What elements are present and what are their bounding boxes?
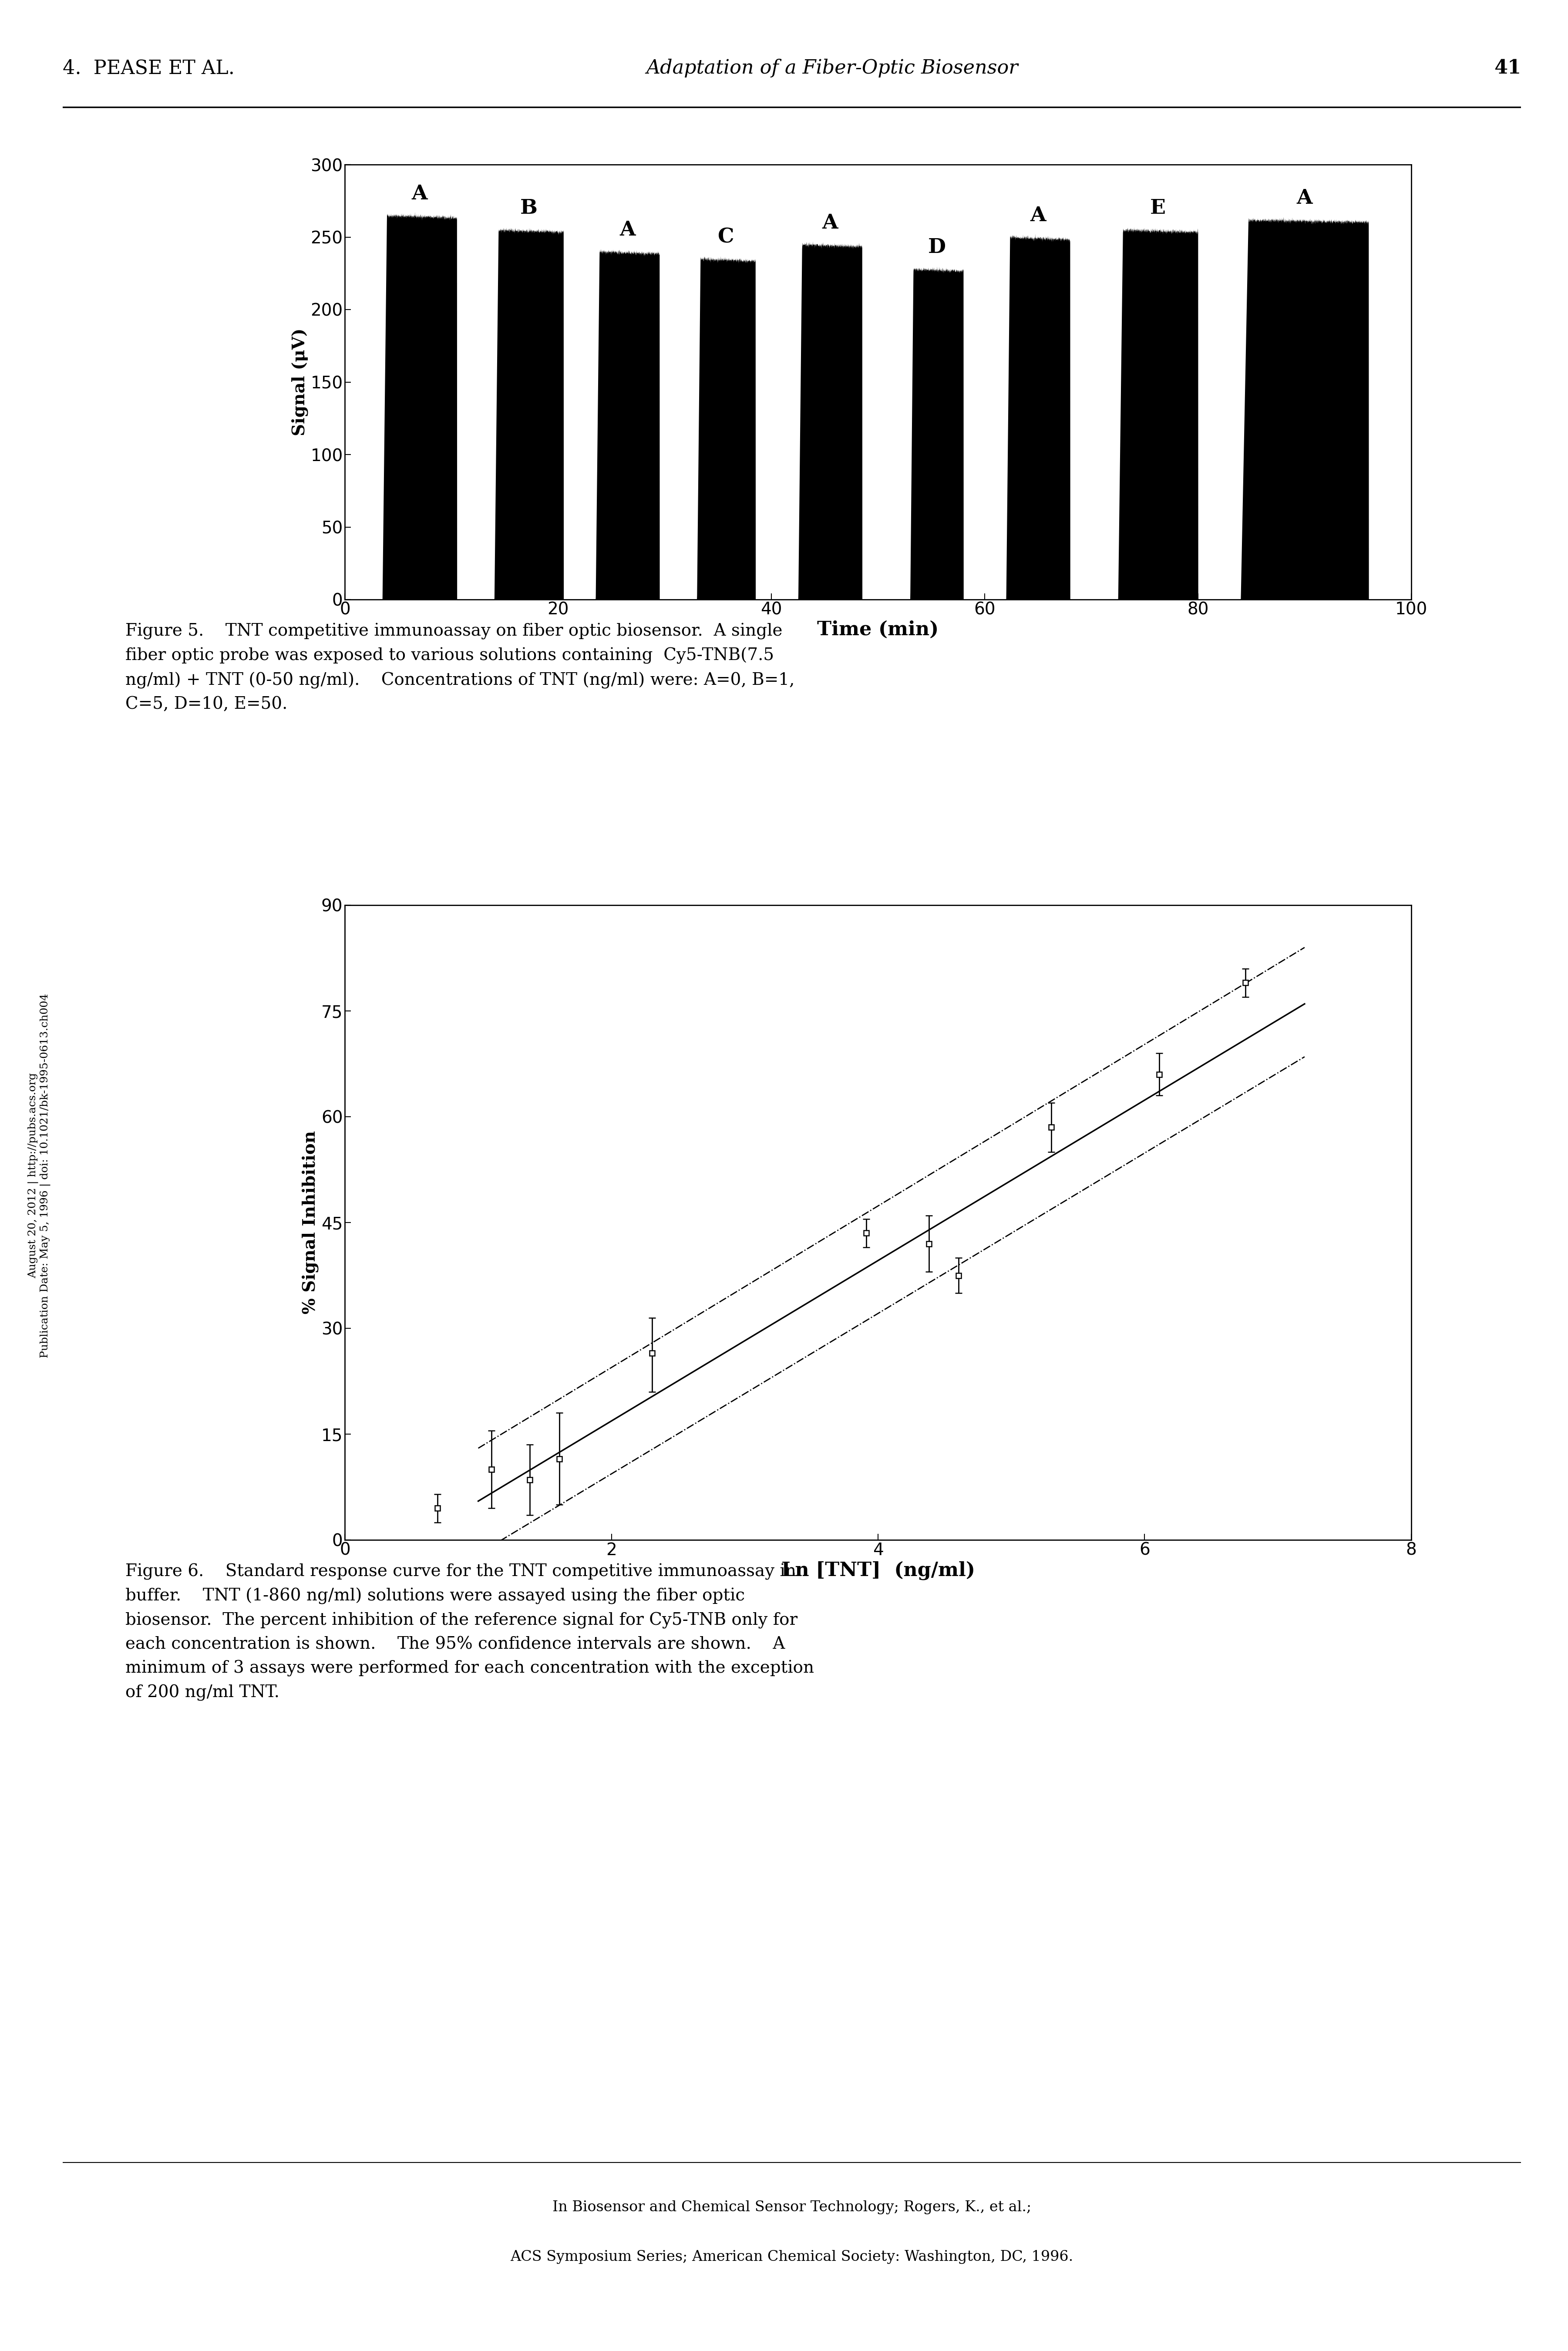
Text: E: E <box>1151 197 1165 219</box>
X-axis label: Ln [TNT]  (ng/ml): Ln [TNT] (ng/ml) <box>781 1561 975 1580</box>
Y-axis label: % Signal Inhibition: % Signal Inhibition <box>303 1131 318 1314</box>
Text: ACS Symposium Series; American Chemical Society: Washington, DC, 1996.: ACS Symposium Series; American Chemical … <box>510 2250 1074 2264</box>
Text: A: A <box>1297 188 1312 209</box>
Text: A: A <box>822 212 837 233</box>
Y-axis label: Signal (μV): Signal (μV) <box>292 329 307 435</box>
Text: 41: 41 <box>1494 59 1521 78</box>
Text: 4.  PEASE ET AL.: 4. PEASE ET AL. <box>63 59 235 78</box>
Text: Figure 6.    Standard response curve for the TNT competitive immunoassay in
buff: Figure 6. Standard response curve for th… <box>125 1563 814 1700</box>
Text: A: A <box>619 221 635 240</box>
Text: Figure 5.    TNT competitive immunoassay on fiber optic biosensor.  A single
fib: Figure 5. TNT competitive immunoassay on… <box>125 623 795 712</box>
Text: D: D <box>928 237 946 256</box>
Text: August 20, 2012 | http://pubs.acs.org
Publication Date: May 5, 1996 | doi: 10.10: August 20, 2012 | http://pubs.acs.org Pu… <box>28 992 50 1359</box>
Text: In Biosensor and Chemical Sensor Technology; Rogers, K., et al.;: In Biosensor and Chemical Sensor Technol… <box>552 2201 1032 2215</box>
Text: A: A <box>1030 205 1046 226</box>
Text: Adaptation of a Fiber-Optic Biosensor: Adaptation of a Fiber-Optic Biosensor <box>646 59 1018 78</box>
X-axis label: Time (min): Time (min) <box>817 621 939 639</box>
Text: A: A <box>412 183 428 205</box>
Text: B: B <box>521 197 538 219</box>
Text: C: C <box>718 228 734 247</box>
